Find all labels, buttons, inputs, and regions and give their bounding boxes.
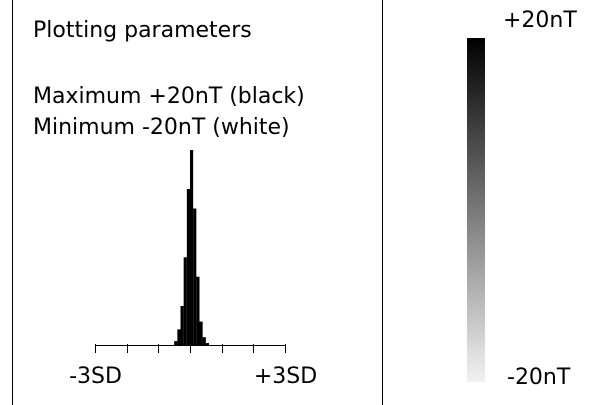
colorbar-top-label: +20nT [503,8,577,33]
maximum-text: Maximum +20nT (black) [33,84,305,109]
histogram-bar [190,150,194,345]
colorbar-bottom-label: -20nT [507,365,571,390]
histogram-bar [199,321,203,345]
panel-title: Plotting parameters [33,18,252,43]
histogram-bar [183,257,187,345]
histogram-bar [186,189,190,345]
x-tick-label: +3SD [254,364,317,389]
histogram-bar [174,341,178,345]
histogram-bar [193,208,197,345]
histogram-bar [196,276,200,345]
histogram-bar [205,343,209,345]
histogram-bar [180,306,184,345]
minimum-text: Minimum -20nT (white) [33,115,290,140]
histogram-bar [202,337,206,345]
color-bar [467,38,485,382]
x-tick-label: -3SD [69,364,122,389]
histogram-bar [177,329,181,345]
